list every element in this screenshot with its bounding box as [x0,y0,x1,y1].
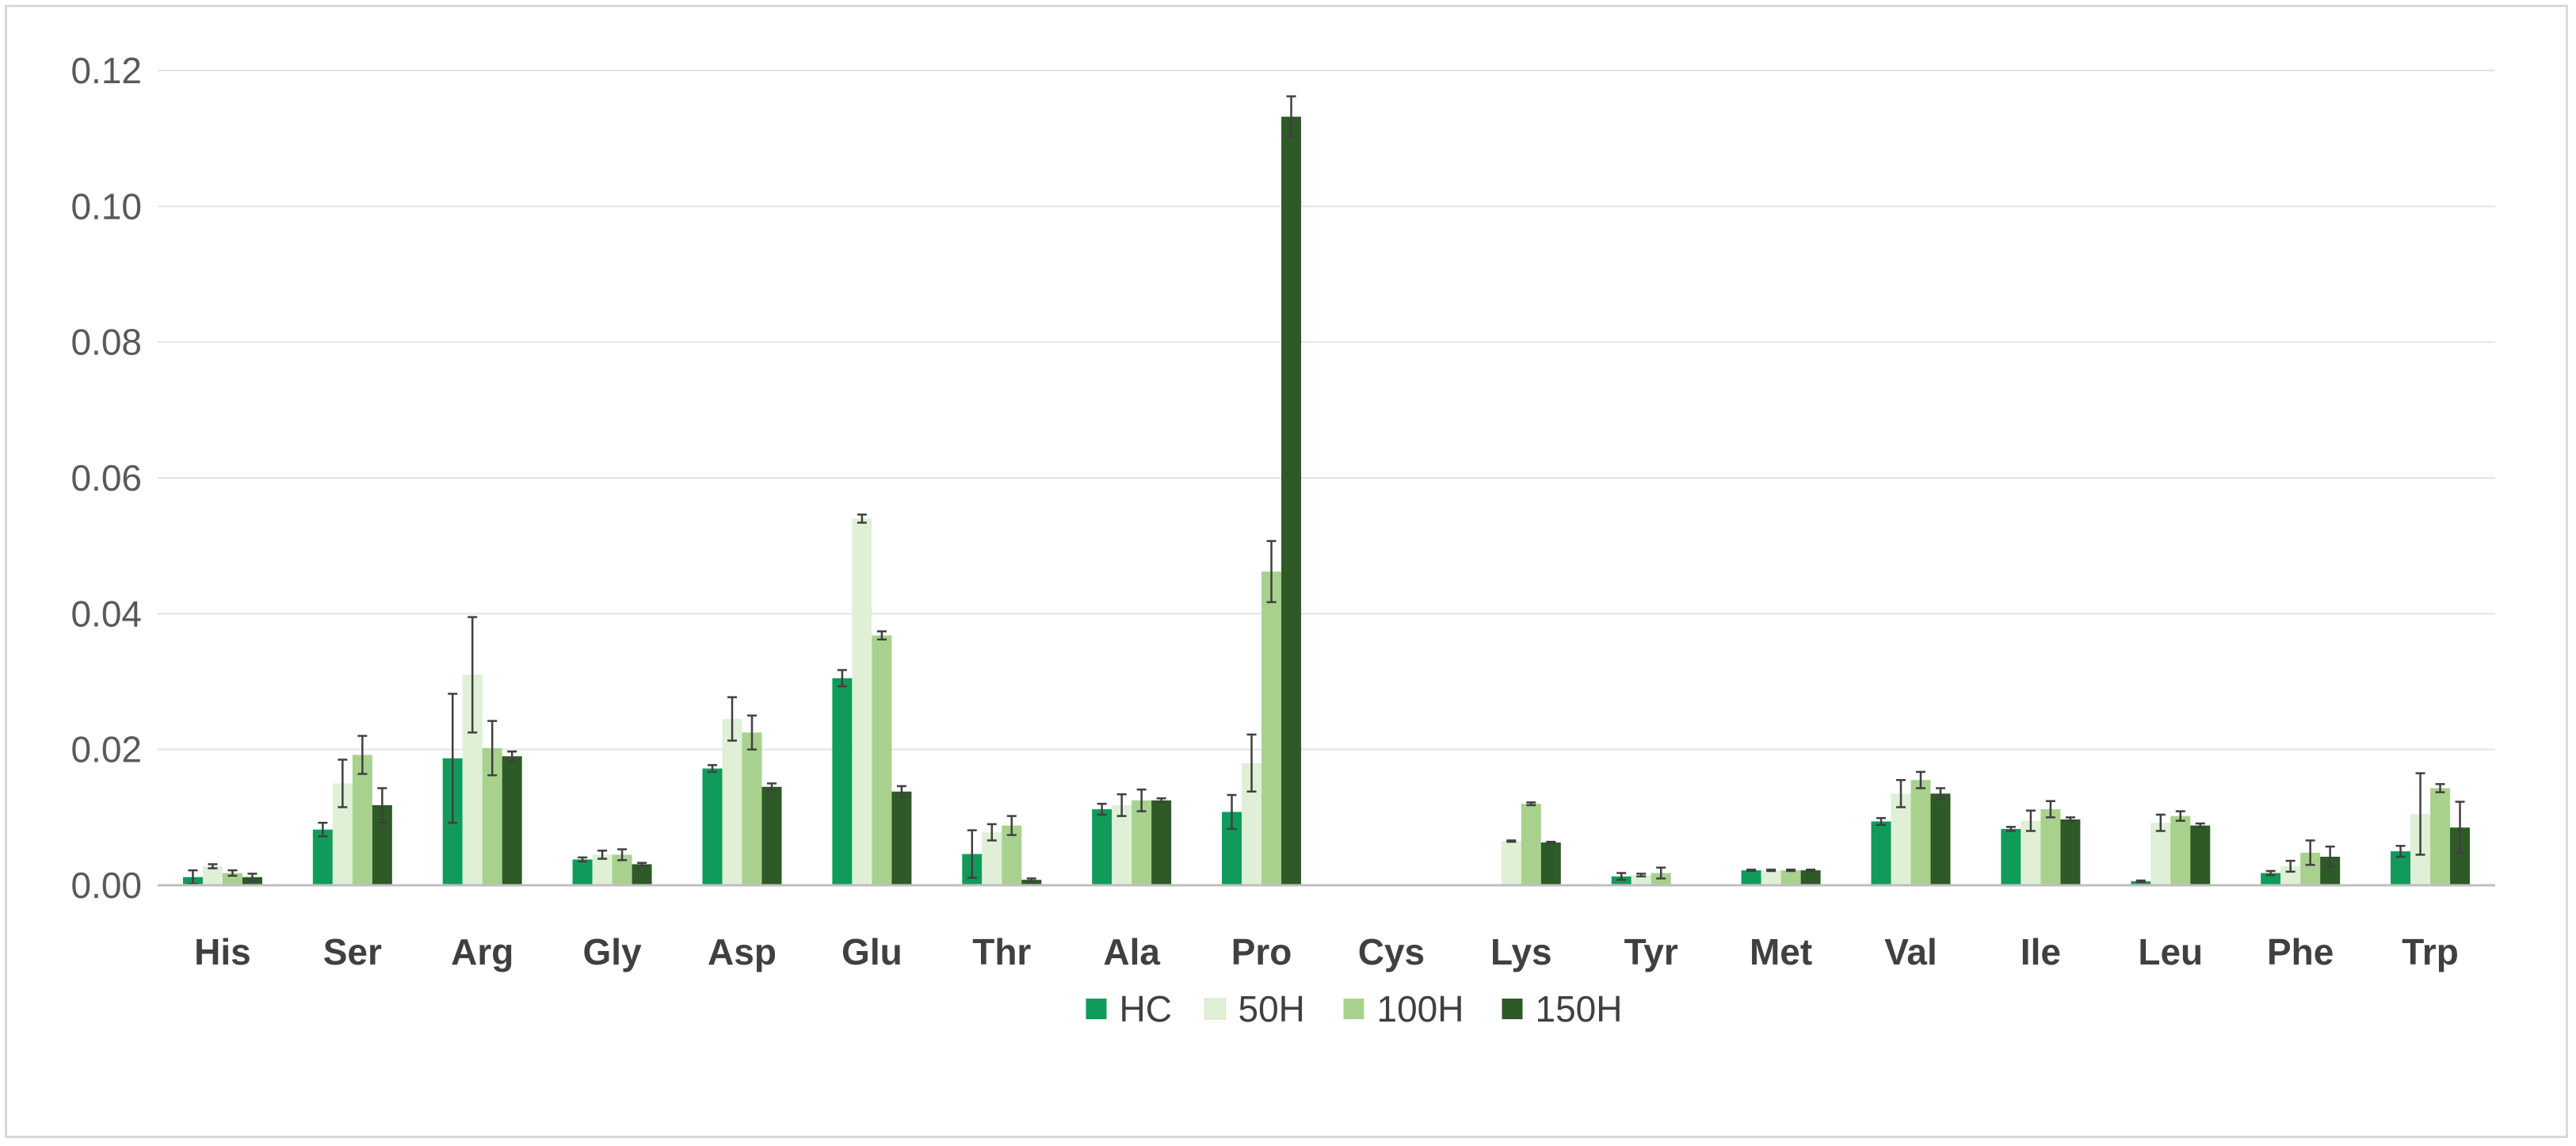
legend-label-100h: 100H [1377,988,1464,1029]
bar-tyr-50h [1631,875,1651,885]
bar-asp-150h [761,786,782,885]
y-axis-ticks: 0.00 0.02 0.04 0.06 0.08 0.10 0.12 [71,50,142,906]
category-label-val: Val [1884,931,1937,972]
bar-glu-hc [832,678,853,885]
category-label-asp: Asp [708,931,777,972]
bar-ser-hc [312,829,333,885]
category-label-ala: Ala [1103,931,1160,972]
category-label-glu: Glu [841,931,903,972]
bar-his-100h [222,873,242,885]
bar-val-hc [1871,821,1891,885]
legend: HC 50H 100H 150H [1086,988,1623,1029]
bar-lys-50h [1501,841,1521,885]
chart-frame: 0.00 0.02 0.04 0.06 0.08 0.10 0.12 His Ser Arg Gl… [5,5,2568,1138]
bar-ser-100h [352,754,372,885]
category-label-met: Met [1750,931,1812,972]
category-label-phe: Phe [2267,931,2334,972]
gridlines [158,70,2495,751]
category-label-thr: Thr [972,931,1031,972]
bar-met-150h [1800,870,1821,885]
bar-leu-100h [2170,816,2191,885]
y-tick-label: 0.00 [71,865,142,906]
bar-val-150h [1930,793,1951,885]
error-bars [188,95,2465,885]
y-tick-label: 0.08 [71,322,142,363]
bar-leu-150h [2190,825,2211,885]
bar-chart: 0.00 0.02 0.04 0.06 0.08 0.10 0.12 His Ser Arg Gl… [71,50,2495,1029]
category-label-pro: Pro [1231,931,1292,972]
bar-gly-50h [592,854,613,885]
bar-asp-100h [742,732,762,885]
y-tick-label: 0.12 [71,50,142,91]
bar-pro-150h [1281,117,1302,886]
bar-trp-100h [2430,788,2451,885]
bar-leu-50h [2150,823,2171,885]
category-label-arg: Arg [451,931,513,972]
y-tick-label: 0.06 [71,457,142,499]
category-label-ser: Ser [323,931,382,972]
bar-glu-50h [852,518,872,885]
category-label-lys: Lys [1490,931,1552,972]
bar-ala-50h [1112,804,1132,885]
bar-ile-150h [2060,819,2081,885]
legend-label-hc: HC [1120,988,1172,1029]
bar-leu-hc [2131,881,2151,885]
bar-thr-150h [1021,880,1042,885]
bar-glu-150h [891,791,912,885]
category-label-tyr: Tyr [1624,931,1678,972]
bar-gly-150h [632,864,652,885]
bar-ala-hc [1092,809,1112,885]
bar-lys-150h [1540,842,1561,885]
bar-arg-150h [502,756,522,885]
category-label-cys: Cys [1358,931,1425,972]
legend-label-150h: 150H [1536,988,1623,1029]
bar-asp-50h [722,719,742,885]
bar-phe-50h [2280,866,2301,885]
bar-phe-hc [2261,873,2281,885]
bar-his-50h [202,866,223,885]
bar-ala-150h [1151,800,1172,885]
y-tick-label: 0.02 [71,729,142,770]
bar-lys-100h [1521,804,1541,885]
bar-met-50h [1761,870,1781,885]
bar-ile-hc [2001,828,2021,885]
legend-label-50h: 50H [1238,988,1305,1029]
category-label-ile: Ile [2021,931,2061,972]
legend-swatch-50h [1204,998,1226,1020]
bar-met-hc [1741,870,1761,885]
bar-tyr-hc [1611,876,1631,885]
category-labels: His Ser Arg Gly Asp Glu Thr Ala Pro Cys Lys Tyr Met V… [194,931,2459,972]
bar-gly-hc [572,859,593,885]
bar-glu-100h [872,635,892,885]
bars [182,117,2471,886]
category-label-gly: Gly [583,931,643,972]
bar-pro-100h [1261,571,1282,885]
category-label-leu: Leu [2138,931,2203,972]
bar-met-100h [1780,870,1801,885]
bar-ala-100h [1132,800,1152,885]
bar-val-100h [1910,780,1931,885]
y-tick-label: 0.10 [71,185,142,227]
bar-asp-hc [702,768,723,885]
bar-val-50h [1891,793,1911,885]
category-label-trp: Trp [2402,931,2459,972]
legend-swatch-hc [1086,999,1107,1019]
legend-swatch-100h [1343,999,1364,1019]
category-label-his: His [194,931,251,972]
legend-swatch-150h [1502,999,1523,1019]
y-tick-label: 0.04 [71,593,142,634]
bar-ile-100h [2040,809,2061,885]
